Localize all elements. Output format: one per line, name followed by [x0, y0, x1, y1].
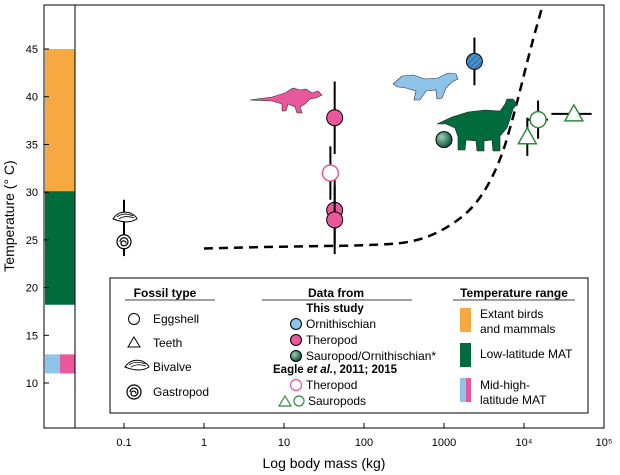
theropod-silhouette	[249, 87, 323, 114]
axes	[43, 4, 605, 429]
legend-eagle-sauropods-label: Sauropods	[308, 394, 366, 408]
legend-eagle-theropod-label: Theropod	[306, 378, 357, 392]
plot-frame	[43, 4, 605, 429]
ornithischian-silhouette	[392, 72, 459, 101]
gastropod-marker	[116, 234, 132, 250]
legend-eagle-sauropod-triangle	[277, 394, 293, 407]
data-point	[529, 110, 547, 129]
data-point	[465, 52, 483, 70]
data-point	[517, 126, 538, 145]
y-tick-label: 45	[26, 44, 38, 56]
y-tick-label: 40	[26, 92, 38, 104]
y-tick-label: 30	[26, 187, 38, 199]
x-tick-label: 10⁵	[596, 437, 613, 449]
legend-mid-high-label-1: Mid-high-	[480, 378, 530, 392]
y-tick-label: 10	[26, 378, 38, 390]
legend-sauropod-ornithischian-label: Sauropod/Ornithischian*	[306, 349, 436, 363]
band-mid-high-latitude-left	[45, 354, 60, 374]
legend-bivalve-label: Bivalve	[153, 360, 192, 374]
x-tick-label: 10⁴	[516, 437, 533, 449]
legend-this-study-heading: This study	[306, 303, 364, 315]
legend-eagle-heading: Eagle et al., 2011; 2015	[273, 364, 398, 376]
legend-low-latitude-swatch	[460, 343, 471, 367]
legend-theropod-label: Theropod	[306, 333, 357, 347]
legend-mid-high-swatch-right	[466, 378, 471, 402]
legend-box	[109, 277, 589, 414]
legend-temperature-range-title: Temperature range	[460, 286, 568, 300]
x-tick-label: 10	[278, 437, 290, 449]
legend-extant-label-1: Extant birds	[480, 307, 543, 321]
sauropod-silhouette	[436, 98, 518, 152]
legend-mid-high-swatch-left	[460, 378, 466, 402]
legend-sauropod-ornithischian-marker	[290, 350, 302, 362]
data-points	[112, 37, 592, 257]
data-point	[326, 109, 344, 127]
x-axis-label: Log body mass (kg)	[263, 455, 386, 471]
gastropod-shell	[116, 234, 132, 250]
x-tick-label: 1	[201, 437, 207, 449]
legend-extant-swatch	[460, 308, 471, 332]
temperature-range-bands	[45, 49, 75, 374]
legend-theropod-marker	[290, 334, 302, 346]
y-tick-label: 25	[26, 235, 38, 247]
trend-line-layer	[203, 5, 544, 250]
y-tick-label: 35	[26, 139, 38, 151]
legend-eggshell-label: Eggshell	[153, 312, 199, 326]
bivalve-marker	[112, 211, 138, 223]
band-1	[45, 191, 75, 305]
bivalve-ridges	[116, 213, 135, 220]
legend-mid-high-label-2: latitude MAT	[480, 393, 547, 407]
y-tick-label: 20	[26, 283, 38, 295]
x-axis-ticks: 0.1 1 10 100 1000 10⁴ 10⁵	[116, 423, 612, 449]
band-mid-high-latitude-right	[60, 354, 75, 374]
x-tick-label: 100	[355, 437, 373, 449]
band-0	[45, 49, 75, 192]
silhouettes	[249, 72, 518, 152]
legend-gastropod-marker	[126, 384, 142, 400]
x-tick-label: 0.1	[116, 437, 131, 449]
legend-data-from-title: Data from	[308, 286, 364, 300]
legend-teeth-marker	[127, 336, 141, 348]
legend: Fossil type Eggshell Teeth Bivalve Gastr…	[109, 277, 589, 414]
data-point	[563, 103, 585, 122]
x-tick-label: 1000	[432, 437, 456, 449]
data-point	[321, 164, 340, 182]
legend-eagle-sauropod-circle	[293, 395, 305, 407]
gastropod-spiral	[119, 237, 129, 247]
legend-bivalve-marker	[124, 359, 150, 371]
legend-extant-label-2: and mammals	[480, 322, 555, 336]
legend-gastropod-label: Gastropod	[153, 385, 209, 399]
legend-eggshell-marker	[128, 313, 140, 325]
legend-low-latitude-label: Low-latitude MAT	[480, 347, 573, 361]
legend-fossil-type-title: Fossil type	[134, 286, 197, 300]
legend-ornithischian-label: Ornithischian	[306, 317, 376, 331]
legend-teeth-label: Teeth	[153, 336, 182, 350]
data-point	[326, 211, 344, 229]
y-axis-label: Temperature (° C)	[1, 160, 17, 271]
y-axis-ticks: 10 15 20 25 30 35 40 45	[26, 44, 49, 390]
y-tick-label: 15	[26, 330, 38, 342]
data-point	[435, 131, 453, 149]
legend-eagle-theropod-marker	[289, 378, 303, 392]
legend-ornithischian-marker	[290, 318, 302, 330]
trend-line	[203, 5, 544, 250]
